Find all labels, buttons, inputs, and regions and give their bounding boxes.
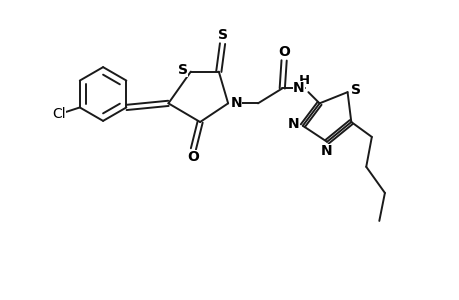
Text: N: N (320, 144, 332, 158)
Text: S: S (217, 28, 227, 42)
Text: Cl: Cl (52, 107, 66, 121)
Text: S: S (177, 63, 187, 77)
Text: O: O (187, 150, 199, 164)
Text: H: H (298, 74, 309, 87)
Text: N: N (292, 81, 304, 95)
Text: O: O (278, 45, 290, 59)
Text: N: N (287, 117, 299, 131)
Text: S: S (350, 83, 360, 97)
Text: N: N (230, 96, 241, 110)
